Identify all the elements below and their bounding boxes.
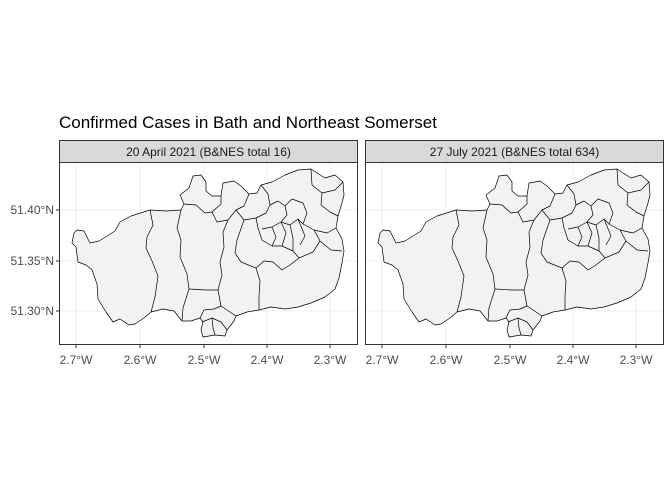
x-tick-label-1-4: 2.4°W [251,353,284,367]
y-tick-label-3: 51.30°N [11,304,55,318]
y-tick-label-2: 51.35°N [11,254,55,268]
y-tick-label-1: 51.40°N [11,203,55,217]
x-tick-label-2-2: 2.6°W [430,353,463,367]
panel-border-2 [365,162,664,345]
panel-border-1 [59,162,358,345]
map-wards-panel-1 [71,168,345,338]
facet-strip-label-2: 27 July 2021 (B&NES total 634) [430,145,599,159]
chart-title: Confirmed Cases in Bath and Northeast So… [59,113,437,132]
y-axis: 51.40°N 51.35°N 51.30°N [11,203,59,318]
facet-panel-2: 27 July 2021 (B&NES total 634) [365,140,664,345]
x-tick-label-1-3: 2.5°W [188,353,221,367]
x-tick-label-2-5: 2.3°W [620,353,653,367]
x-axis-2: 2.7°W 2.6°W 2.5°W 2.4°W 2.3°W [366,345,653,367]
x-tick-label-2-3: 2.5°W [494,353,527,367]
x-tick-label-2-4: 2.4°W [557,353,590,367]
x-axis-1: 2.7°W 2.6°W 2.5°W 2.4°W 2.3°W [60,345,347,367]
x-tick-label-1-1: 2.7°W [60,353,93,367]
map-wards-panel-2 [377,168,651,338]
facet-panel-1: 20 April 2021 (B&NES total 16) [59,140,358,345]
x-tick-label-2-1: 2.7°W [366,353,399,367]
x-tick-label-1-5: 2.3°W [314,353,347,367]
x-tick-label-1-2: 2.6°W [124,353,157,367]
facet-strip-label-1: 20 April 2021 (B&NES total 16) [126,145,291,159]
